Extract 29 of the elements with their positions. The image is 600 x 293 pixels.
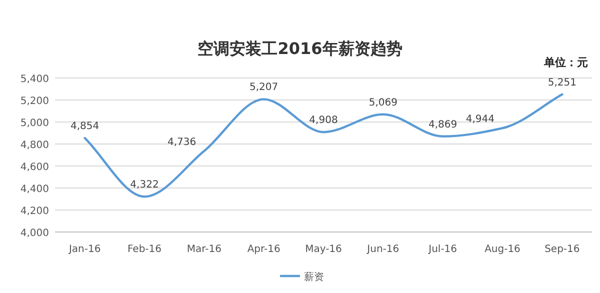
x-tick-label: Aug-16 — [484, 244, 520, 255]
y-tick-label: 4,400 — [20, 184, 49, 195]
data-label: 4,908 — [309, 115, 338, 126]
data-label: 4,736 — [168, 137, 196, 148]
data-label: 4,854 — [70, 121, 100, 132]
data-label: 4,322 — [130, 180, 159, 191]
y-tick-label: 5,000 — [20, 118, 49, 129]
x-tick-label: Sep-16 — [544, 244, 580, 255]
x-tick-label: Feb-16 — [127, 244, 162, 255]
x-tick-label: May-16 — [305, 244, 342, 255]
y-tick-label: 4,200 — [20, 206, 49, 217]
x-tick-label: Jun-16 — [366, 244, 400, 255]
y-tick-label: 5,400 — [20, 74, 49, 85]
data-label: 4,944 — [466, 114, 494, 126]
x-tick-label: Apr-16 — [247, 244, 280, 255]
y-tick-label: 4,800 — [20, 140, 49, 151]
legend-label: 薪资 — [304, 271, 324, 283]
x-tick-label: Jan-16 — [68, 244, 101, 255]
x-tick-label: Mar-16 — [186, 244, 222, 255]
y-tick-label: 4,600 — [20, 162, 49, 173]
data-label: 5,207 — [250, 82, 278, 94]
data-label: 5,069 — [368, 97, 398, 108]
x-tick-label: Jul-16 — [428, 244, 458, 255]
chart-title: 空调安装工2016年薪资趋势 — [198, 39, 402, 58]
y-tick-label: 5,200 — [20, 96, 49, 107]
y-tick-label: 4,000 — [20, 228, 49, 239]
text: 单位：元 — [543, 56, 588, 69]
data-label: 5,251 — [548, 77, 576, 88]
data-label: 4,869 — [428, 119, 458, 130]
